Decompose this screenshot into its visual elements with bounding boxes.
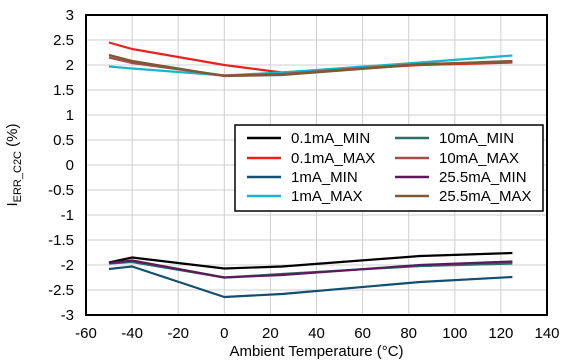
series-line-25-5ma-min [108, 259, 513, 279]
y-tick-label: -2 [61, 257, 74, 274]
legend-label: 1mA_MIN [291, 169, 358, 186]
series-line-1ma-min [108, 265, 513, 299]
y-tick-label: 1 [66, 107, 74, 124]
y-tick-label: -1.5 [48, 232, 74, 249]
series-line-0-1ma-min [108, 251, 513, 270]
x-tick-label: 0 [220, 325, 228, 342]
y-tick-label: -0.5 [48, 182, 74, 199]
y-tick-label: 0 [66, 157, 74, 174]
plot-frame [85, 14, 548, 316]
series-lines [108, 41, 513, 299]
y-tick-label: 0.5 [53, 132, 74, 149]
x-axis-label: Ambient Temperature (°C) [229, 343, 403, 360]
y-axis-label-subscript: ERR_C2C [12, 151, 24, 202]
y-axis-ticks: -3 -2.5 -2 -1.5 -1 -0.5 0 0.5 1 1.5 2 2.5 3 [48, 7, 74, 324]
y-tick-label: -1 [61, 207, 74, 224]
legend-label: 25.5mA_MIN [439, 169, 527, 186]
y-axis-label: IERR_C2C (%) [4, 123, 24, 206]
y-axis-label-main: I [4, 202, 21, 206]
x-tick-label: -40 [121, 325, 143, 342]
x-tick-label: -60 [75, 325, 97, 342]
y-tick-label: 2 [66, 57, 74, 74]
legend-label: 10mA_MIN [439, 130, 514, 147]
legend-label: 10mA_MAX [439, 150, 519, 167]
y-tick-label: -2.5 [48, 282, 74, 299]
x-tick-label: 120 [488, 325, 513, 342]
y-tick-label: 3 [66, 7, 74, 24]
x-tick-label: 40 [308, 325, 325, 342]
legend-box [234, 124, 544, 212]
legend-label: 0.1mA_MAX [291, 150, 375, 167]
x-tick-label: -20 [167, 325, 189, 342]
x-tick-label: 60 [354, 325, 371, 342]
x-tick-label: 80 [400, 325, 417, 342]
y-tick-label: 1.5 [53, 82, 74, 99]
x-tick-label: 140 [534, 325, 559, 342]
legend: 0.1mA_MIN 0.1mA_MAX 1mA_MIN 1mA_MAX 10mA_MIN… [234, 124, 544, 212]
y-tick-label: 2.5 [53, 32, 74, 49]
series-line-25-5ma-max [108, 53, 513, 78]
legend-label: 25.5mA_MAX [439, 188, 532, 205]
y-axis-label-unit: (%) [4, 123, 21, 151]
y-tick-label: -3 [61, 307, 74, 324]
legend-label: 0.1mA_MIN [291, 130, 370, 147]
x-tick-label: 20 [262, 325, 279, 342]
x-axis-ticks: -60 -40 -20 0 20 40 60 80 100 120 140 [75, 325, 559, 342]
legend-label: 1mA_MAX [291, 188, 363, 205]
x-tick-label: 100 [442, 325, 467, 342]
